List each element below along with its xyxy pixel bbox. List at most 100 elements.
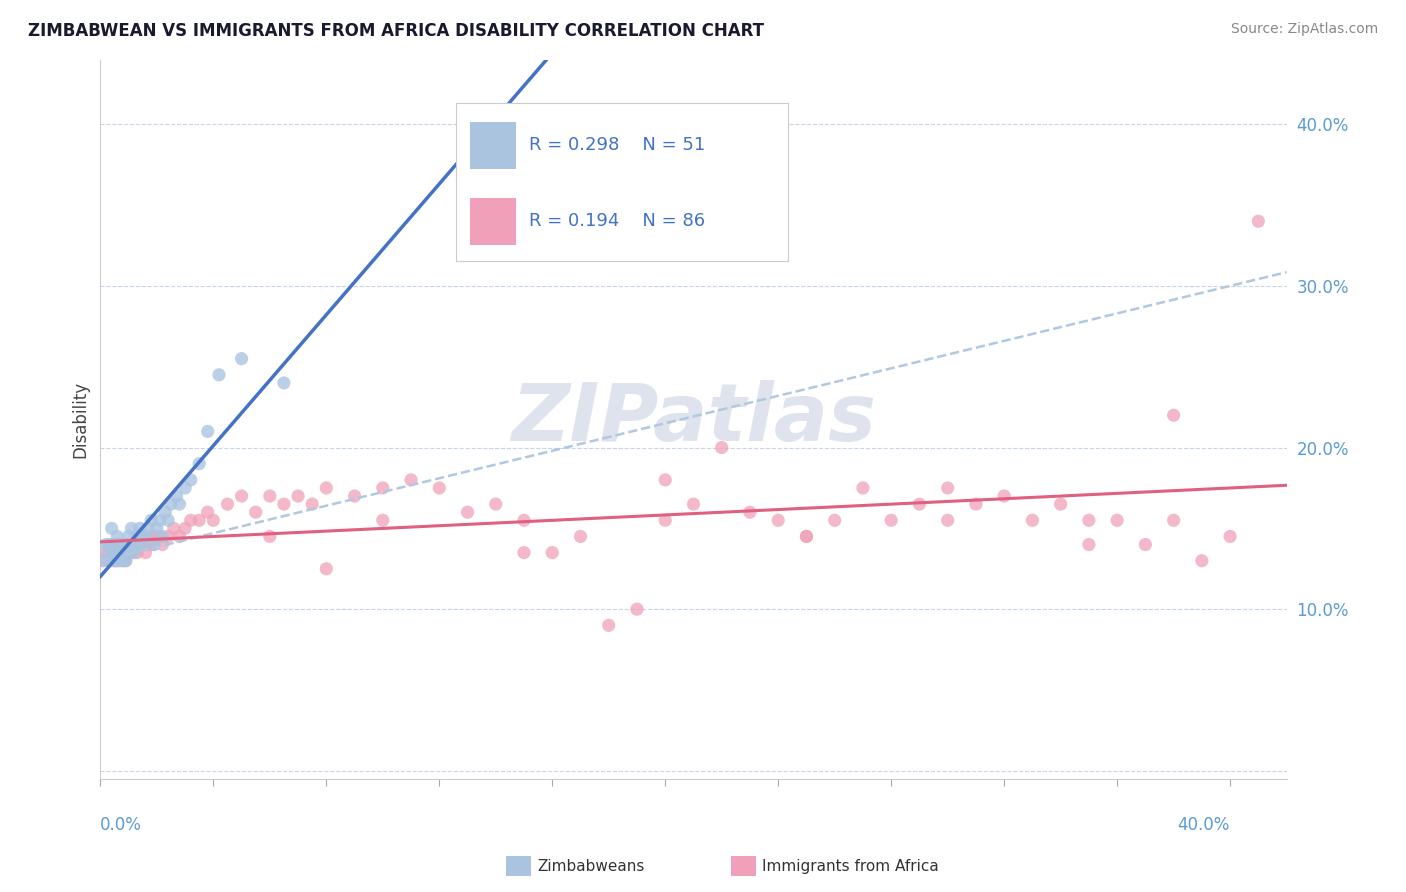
Point [796, 529, 818, 543]
Point [100, 537, 122, 551]
Text: ZIMBABWEAN VS IMMIGRANTS FROM AFRICA DISABILITY CORRELATION CHART: ZIMBABWEAN VS IMMIGRANTS FROM AFRICA DIS… [28, 22, 763, 40]
Point [457, 505, 479, 519]
Point [188, 457, 211, 471]
Point [103, 554, 125, 568]
Point [149, 513, 172, 527]
Point [427, 481, 450, 495]
Point [103, 546, 125, 560]
Point [97, 537, 120, 551]
Point [399, 473, 422, 487]
Point [1163, 513, 1185, 527]
Point [100, 554, 122, 568]
Point [122, 537, 145, 551]
Point [114, 546, 136, 560]
Point [114, 554, 136, 568]
Point [108, 546, 131, 560]
Point [1219, 529, 1241, 543]
Point [993, 489, 1015, 503]
Text: 40.0%: 40.0% [1178, 816, 1230, 834]
Point [94, 537, 117, 551]
Point [152, 529, 174, 543]
Point [141, 513, 163, 527]
Point [343, 489, 366, 503]
Point [91, 554, 114, 568]
Point [94, 546, 117, 560]
Point [1247, 214, 1270, 228]
Point [100, 546, 122, 560]
Point [138, 521, 160, 535]
Point [114, 554, 136, 568]
Point [1163, 408, 1185, 422]
Point [108, 537, 131, 551]
Text: Immigrants from Africa: Immigrants from Africa [762, 859, 939, 873]
Point [513, 513, 536, 527]
Point [122, 537, 145, 551]
Point [114, 537, 136, 551]
Point [103, 554, 125, 568]
Point [105, 537, 128, 551]
Point [157, 529, 180, 543]
Point [287, 489, 309, 503]
Point [128, 521, 150, 535]
Point [117, 537, 139, 551]
Point [141, 529, 163, 543]
Point [217, 497, 239, 511]
Point [135, 529, 157, 543]
Point [111, 537, 134, 551]
Point [103, 537, 125, 551]
Point [117, 529, 139, 543]
Text: Zimbabweans: Zimbabweans [537, 859, 644, 873]
Point [169, 497, 191, 511]
Point [796, 529, 818, 543]
Point [188, 513, 211, 527]
Point [91, 554, 114, 568]
Point [273, 376, 295, 390]
Point [157, 513, 180, 527]
Point [1107, 513, 1129, 527]
Point [111, 546, 134, 560]
Point [936, 481, 959, 495]
Text: Source: ZipAtlas.com: Source: ZipAtlas.com [1230, 22, 1378, 37]
Text: ZIPatlas: ZIPatlas [510, 380, 876, 458]
Point [259, 489, 281, 503]
Point [146, 521, 169, 535]
Point [108, 537, 131, 551]
Point [852, 481, 875, 495]
Point [105, 529, 128, 543]
Point [125, 546, 148, 560]
Point [117, 546, 139, 560]
Point [231, 489, 253, 503]
Point [111, 546, 134, 560]
Point [315, 562, 337, 576]
Text: 0.0%: 0.0% [100, 816, 142, 834]
Point [125, 529, 148, 543]
Point [766, 513, 789, 527]
Point [245, 505, 267, 519]
Point [108, 554, 131, 568]
Point [169, 529, 191, 543]
Y-axis label: Disability: Disability [72, 381, 89, 458]
Point [132, 537, 155, 551]
Point [132, 529, 155, 543]
Point [155, 505, 177, 519]
Point [132, 537, 155, 551]
Point [120, 521, 142, 535]
Point [1021, 513, 1043, 527]
Point [108, 546, 131, 560]
Point [128, 537, 150, 551]
Point [598, 618, 620, 632]
Point [160, 497, 183, 511]
Point [231, 351, 253, 366]
Point [114, 537, 136, 551]
Point [180, 473, 202, 487]
Point [125, 537, 148, 551]
Point [197, 505, 219, 519]
Point [1077, 537, 1099, 551]
Point [174, 521, 197, 535]
Point [965, 497, 987, 511]
Point [908, 497, 931, 511]
Point [135, 546, 157, 560]
Point [111, 554, 134, 568]
Point [1049, 497, 1071, 511]
Point [197, 425, 219, 439]
